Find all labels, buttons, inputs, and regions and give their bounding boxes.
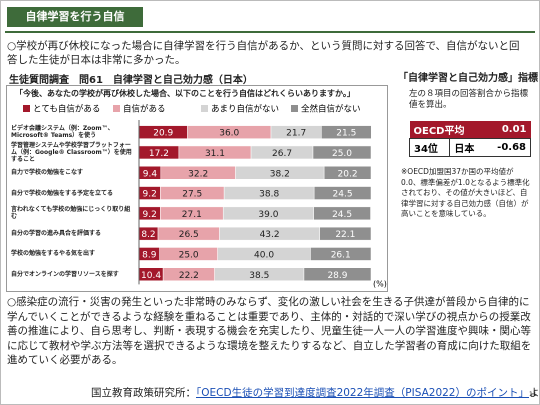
value-label: 20.2 [338, 169, 358, 179]
value-label: 9.2 [143, 190, 157, 200]
value-label: 25.0 [332, 149, 352, 159]
value-label: 26.7 [272, 149, 292, 159]
chart-subtitle: 「今後、あなたの学校が再び休校した場合、以下のことを行う自信はどれくらいあります… [15, 89, 355, 98]
legend-label: あまり自信がない [211, 104, 279, 115]
category-label: ビデオ会議システム（例：Zoom™、Microsoft® Teams）を使う [11, 125, 114, 140]
value-label: 28.9 [327, 271, 347, 281]
table-cell: 0.01 [501, 124, 527, 135]
legend-swatch [201, 105, 208, 112]
legend-label: 全然自信がない [301, 104, 361, 115]
bar-segment [313, 206, 371, 221]
value-label: 38.2 [270, 169, 290, 179]
value-label: 21.7 [286, 129, 306, 139]
value-label: 20.9 [153, 129, 173, 139]
value-label: 8.2 [141, 230, 155, 240]
value-label: 17.2 [149, 149, 169, 159]
page-number: 11 [529, 391, 537, 398]
legend-swatch [113, 105, 120, 112]
category-label: 自分で学校の勉強をする予定を立てる [11, 189, 114, 197]
value-label: 40.0 [254, 250, 274, 260]
value-label: 36.0 [219, 129, 239, 139]
bar-segment [319, 226, 372, 241]
footer: 国立教育政策研究所：「OECD生徒の学習到達度調査2022年調査（PISA202… [91, 385, 540, 400]
value-label: 21.5 [336, 129, 356, 139]
value-label: 25.0 [179, 250, 199, 260]
value-label: 22.2 [179, 271, 199, 281]
bar-segment [321, 125, 372, 139]
legend-swatch [291, 105, 298, 112]
table-cell: 34位 [409, 138, 451, 157]
value-label: 22.1 [335, 230, 355, 240]
value-label: 27.5 [182, 190, 202, 200]
rule [5, 31, 535, 33]
value-label: 43.2 [260, 230, 280, 240]
table-cell: OECD平均 [413, 126, 465, 137]
legend-label: 自信がある [123, 104, 166, 115]
value-label: 32.2 [188, 169, 208, 179]
value-label: 9.2 [143, 210, 157, 220]
body-text: ○感染症の流行・災害の発生といった非常時のみならず、変化の激しい社会を生きる子供… [7, 296, 532, 366]
value-label: 24.5 [333, 190, 353, 200]
index-table: OECD平均 0.01 34位 日本 -0.68 [409, 121, 531, 157]
category-label: 学習管理システムや学校学習プラットフォーム（例：Google® Classroo… [11, 141, 132, 163]
value-label: 31.1 [205, 149, 225, 159]
value-label: 10.4 [141, 271, 161, 281]
side-title: 「自律学習と自己効力感」指標 [398, 73, 538, 84]
category-label: 自分の学習の進み具合を評価する [11, 230, 102, 238]
value-label: 39.0 [258, 210, 278, 220]
footer-link[interactable]: 「OECD生徒の学習到達度調査2022年調査（PISA2022）のポイント」 [196, 387, 529, 399]
category-label: 自力で学校の勉強をこなす [11, 169, 84, 177]
legend-label: とても自信がある [33, 104, 100, 115]
category-label: 自分でオンラインの学習リソースを探す [11, 270, 119, 278]
intro-text: ○学校が再び休校になった場合に自律学習を行う自信があるか、という質問に対する回答… [7, 40, 520, 66]
value-label: 27.1 [182, 210, 202, 220]
bar-segment [310, 247, 372, 261]
value-label: 8.9 [142, 250, 157, 260]
side-description: 左の８項目の回答割合から指標値を算出。 [409, 89, 529, 110]
value-label: 26.1 [331, 250, 351, 260]
table-row: OECD平均 0.01 [409, 121, 531, 139]
value-label: 38.8 [259, 190, 279, 200]
bar-segment [312, 145, 372, 160]
category-label: 言われなくても学校の勉強にじっくり取り組む [11, 206, 131, 221]
footer-prefix: 国立教育政策研究所： [91, 387, 196, 399]
value-label: 26.5 [179, 230, 199, 240]
table-cell: 日本 [454, 144, 475, 155]
table-cell: -0.68 [497, 142, 526, 153]
x-axis-label: (%) [373, 280, 387, 289]
legend-swatch [23, 105, 30, 112]
bar-segment [303, 267, 372, 281]
value-label: 24.5 [332, 210, 352, 220]
side-note: ※OECD加盟国37か国の平均値が0.0、標準偏差が1.0となるよう標準化されて… [401, 167, 530, 218]
bar-segment [323, 166, 372, 180]
footer-suffix: より [528, 387, 540, 399]
value-label: 9.4 [143, 169, 158, 179]
chart-title: 生徒質問調査 問61 自律学習と自己効力感（日本） [9, 75, 253, 86]
category-label: 学校の勉強をするやる気を出す [11, 250, 96, 258]
value-label: 38.5 [249, 271, 269, 281]
slide-title: 自律学習を行う自信 [7, 7, 143, 27]
table-row: 34位 日本 -0.68 [409, 138, 531, 157]
chart-frame [6, 85, 388, 292]
bar-segment [313, 186, 372, 200]
